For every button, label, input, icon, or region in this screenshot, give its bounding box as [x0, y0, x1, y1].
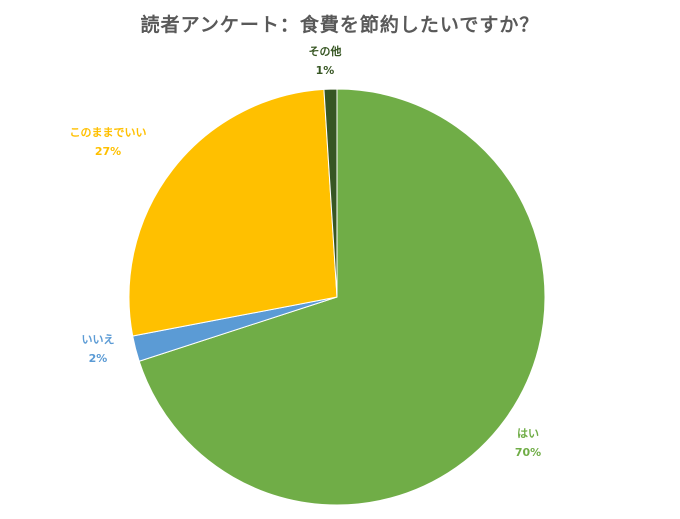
pie-slice-1: [138, 88, 546, 506]
chart-title: 読者アンケート：食費を節約したいですか？: [140, 14, 540, 36]
slice-label-name-2: いいえ: [82, 333, 115, 346]
slice-label-value-3: 27%: [95, 145, 121, 158]
pie-slice-4: [323, 88, 338, 298]
slice-label-value-2: 2%: [89, 352, 108, 365]
pie-slice-3: [128, 88, 338, 337]
slice-label-value-4: 1%: [316, 64, 335, 77]
slice-label-name-1: はい: [517, 427, 539, 440]
slice-label-name-4: その他: [309, 44, 342, 58]
slice-label-name-3: このままでいい: [70, 126, 147, 139]
pie-slices: [128, 88, 546, 506]
pie-labels: はい 70% いいえ 2% このままでいい 27% その他 1%: [70, 44, 542, 459]
slice-label-value-1: 70%: [515, 446, 541, 459]
